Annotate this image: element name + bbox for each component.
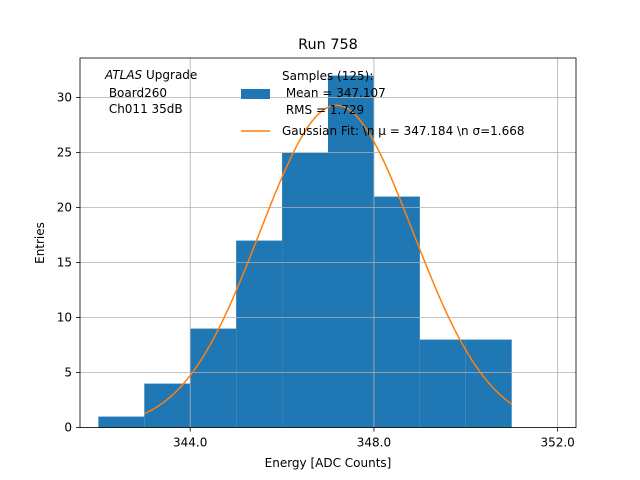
histogram-bar [98, 416, 145, 428]
annotation-upgrade: Upgrade [142, 68, 197, 82]
histogram-bar [373, 196, 420, 428]
x-tick-label: 344.0 [173, 436, 207, 450]
x-axis-ticks: 344.0 348.0 352.0 [173, 427, 575, 450]
y-axis-ticks: 0 5 10 15 20 25 30 [57, 91, 80, 435]
annotation-line-2: Board260 [105, 86, 167, 100]
annotation-line-1: ATLAS Upgrade [104, 68, 197, 82]
histogram-bar [236, 240, 283, 428]
chart-title: Run 758 [298, 37, 358, 53]
annotation-atlas: ATLAS [104, 68, 143, 82]
x-tick-label: 348.0 [357, 436, 391, 450]
y-axis-label: Entries [33, 222, 47, 264]
plot-frame [79, 57, 577, 429]
histogram-bar [144, 383, 191, 428]
legend-histogram-swatch [241, 89, 270, 99]
annotation-line-3: Ch011 35dB [105, 102, 183, 116]
y-tick-label: 20 [57, 201, 72, 215]
x-axis-label: Energy [ADC Counts] [265, 456, 392, 470]
legend-histogram-line-3: RMS = 1.729 [282, 103, 364, 117]
y-tick-label: 15 [57, 256, 72, 270]
histogram-bar [419, 339, 466, 428]
y-tick-label: 0 [64, 421, 72, 435]
gaussian-fit-curve [143, 104, 513, 415]
histogram-bars [98, 75, 512, 428]
y-tick-label: 5 [64, 366, 72, 380]
histogram-bar [282, 152, 328, 428]
histogram-bar [328, 75, 374, 428]
legend-histogram-line-2: Mean = 347.107 [282, 86, 386, 100]
y-tick-label: 25 [57, 146, 72, 160]
histogram-bar [190, 328, 237, 428]
y-tick-label: 30 [57, 91, 72, 105]
atlas-annotation: ATLAS Upgrade Board260 Ch011 35dB [104, 68, 197, 116]
legend-fit-label: Gaussian Fit: \n μ = 347.184 \n σ=1.668 [282, 124, 525, 138]
legend: Samples (125): Mean = 347.107 RMS = 1.72… [241, 69, 525, 138]
y-tick-label: 10 [57, 311, 72, 325]
x-tick-label: 352.0 [540, 436, 574, 450]
legend-histogram-line-1: Samples (125): [282, 69, 373, 83]
